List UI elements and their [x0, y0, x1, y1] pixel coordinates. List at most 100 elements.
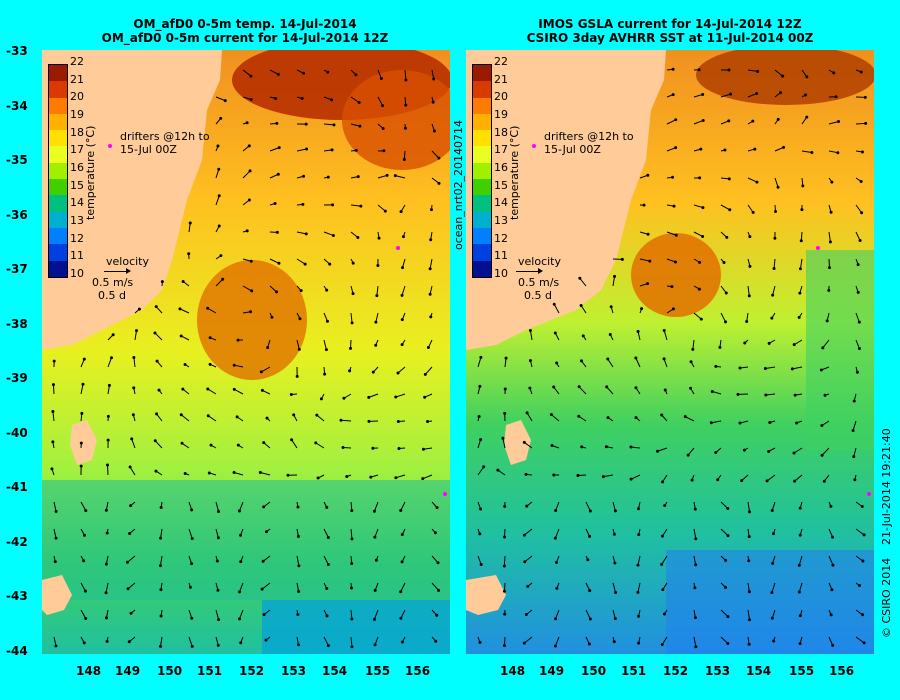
current-arrow-head: [326, 70, 330, 74]
current-arrow-head: [399, 616, 403, 620]
current-arrow-head: [381, 104, 385, 108]
current-arrow: [765, 366, 776, 369]
current-arrow: [747, 609, 751, 620]
current-arrow: [747, 93, 757, 98]
current-arrow-head: [53, 560, 57, 564]
current-arrow-head: [636, 563, 640, 567]
current-arrow-head: [354, 73, 358, 77]
current-arrow-head: [155, 412, 159, 416]
left-velocity-label: velocity: [106, 255, 149, 268]
current-arrow-head: [799, 239, 803, 243]
current-arrow-head: [249, 74, 253, 78]
current-arrow-head: [555, 586, 559, 590]
current-arrow-head: [857, 583, 861, 587]
current-arrow-head: [523, 560, 527, 564]
current-arrow: [215, 278, 224, 287]
current-arrow: [828, 555, 834, 566]
current-arrow-head: [698, 260, 702, 264]
current-arrow-head: [661, 588, 665, 592]
current-arrow-head: [394, 395, 398, 399]
current-arrow-head: [751, 119, 755, 123]
current-arrow-head: [297, 347, 301, 351]
current-arrow-head: [716, 478, 720, 482]
current-arrow-head: [154, 305, 158, 309]
current-arrow-head: [277, 146, 281, 150]
current-arrow: [233, 472, 244, 476]
current-arrow: [215, 96, 226, 102]
current-arrow: [828, 636, 834, 646]
current-arrow-head: [552, 473, 556, 477]
current-arrow-head: [606, 357, 610, 361]
current-arrow-head: [260, 587, 264, 591]
current-arrow-head: [298, 317, 302, 321]
current-arrow-head: [528, 328, 532, 332]
current-arrow: [350, 96, 360, 103]
current-arrow: [637, 582, 641, 593]
current-arrow: [261, 366, 271, 373]
current-arrow-head: [178, 307, 182, 311]
current-arrow-head: [429, 238, 433, 242]
current-arrow-head: [374, 558, 378, 562]
colorbar-swatch: [49, 81, 67, 98]
current-arrow: [772, 285, 776, 296]
current-arrow-head: [349, 346, 353, 350]
current-arrow-head: [429, 315, 433, 319]
current-arrow-head: [371, 370, 375, 374]
current-arrow-head: [432, 77, 436, 81]
current-arrow-head: [258, 470, 262, 474]
current-arrow-head: [792, 451, 796, 455]
x-tick-label: 154: [746, 664, 772, 678]
current-arrow: [129, 466, 136, 476]
current-arrow-head: [351, 292, 355, 296]
current-arrow-head: [369, 475, 373, 479]
current-arrow-head: [855, 370, 859, 374]
current-arrow-head: [856, 263, 860, 267]
current-arrow: [855, 231, 861, 241]
current-arrow: [323, 528, 329, 538]
left-map-svg: [42, 50, 450, 654]
current-arrow-head: [748, 618, 752, 622]
current-arrow-head: [579, 359, 583, 363]
current-arrow-head: [107, 383, 111, 387]
current-arrow: [431, 582, 439, 591]
current-arrow-head: [477, 415, 481, 419]
current-arrow-head: [525, 411, 529, 415]
current-arrow: [693, 204, 704, 209]
current-arrow-head: [828, 240, 832, 244]
current-arrow: [555, 501, 560, 511]
current-arrow-head: [629, 477, 633, 481]
current-arrow-head: [82, 357, 86, 361]
current-arrow: [296, 555, 300, 566]
current-arrow-head: [209, 443, 213, 447]
left-title: OM_afD0 0-5m temp. 14-Jul-2014 OM_afD0 0…: [40, 17, 450, 45]
current-arrow-head: [159, 644, 163, 648]
colorbar-swatch: [49, 260, 67, 277]
current-arrow-head: [266, 345, 270, 349]
current-arrow-head: [798, 291, 802, 295]
current-arrow-head: [81, 382, 85, 386]
x-tick-label: 155: [365, 664, 391, 678]
current-arrow: [350, 312, 353, 323]
current-arrow: [792, 366, 803, 370]
current-arrow-head: [820, 424, 824, 428]
right-drifter-marker: [532, 144, 536, 148]
current-arrow: [180, 414, 190, 422]
left-map-panel[interactable]: [42, 50, 450, 654]
left-cool-band: [42, 480, 450, 600]
right-map-panel[interactable]: [466, 50, 874, 654]
current-arrow-head: [770, 508, 774, 512]
current-arrow-head: [587, 642, 591, 646]
current-arrow: [133, 357, 136, 368]
current-arrow: [53, 636, 57, 646]
current-arrow-head: [577, 385, 581, 389]
current-arrow: [154, 440, 163, 449]
current-arrow: [350, 636, 353, 647]
x-tick-label: 153: [281, 664, 307, 678]
current-arrow-head: [423, 372, 427, 376]
current-arrow-head: [289, 392, 293, 396]
current-arrow: [207, 307, 217, 314]
current-arrow: [477, 466, 485, 476]
current-arrow-head: [770, 590, 774, 594]
current-arrow: [852, 420, 857, 431]
right-title-line2: CSIRO 3day AVHRR SST at 11-Jul-2014 00Z: [526, 31, 814, 45]
